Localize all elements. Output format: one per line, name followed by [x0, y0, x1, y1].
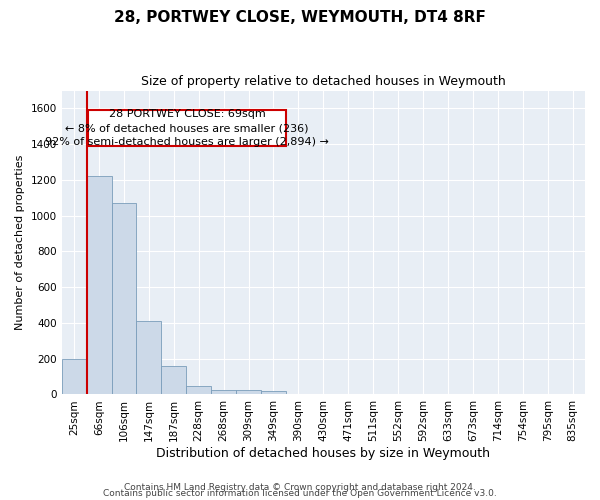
Bar — [86, 176, 112, 394]
Bar — [261, 391, 286, 394]
Text: 28 PORTWEY CLOSE: 69sqm
← 8% of detached houses are smaller (236)
92% of semi-de: 28 PORTWEY CLOSE: 69sqm ← 8% of detached… — [45, 109, 329, 147]
Bar — [236, 390, 261, 394]
Text: 28, PORTWEY CLOSE, WEYMOUTH, DT4 8RF: 28, PORTWEY CLOSE, WEYMOUTH, DT4 8RF — [114, 10, 486, 25]
Bar — [62, 358, 86, 394]
Bar — [186, 386, 211, 394]
Bar — [211, 390, 236, 394]
Text: Contains public sector information licensed under the Open Government Licence v3: Contains public sector information licen… — [103, 490, 497, 498]
Bar — [136, 321, 161, 394]
FancyBboxPatch shape — [88, 110, 286, 146]
Bar — [112, 203, 136, 394]
Bar — [161, 366, 186, 394]
Y-axis label: Number of detached properties: Number of detached properties — [15, 155, 25, 330]
Text: Contains HM Land Registry data © Crown copyright and database right 2024.: Contains HM Land Registry data © Crown c… — [124, 484, 476, 492]
Title: Size of property relative to detached houses in Weymouth: Size of property relative to detached ho… — [141, 75, 506, 88]
X-axis label: Distribution of detached houses by size in Weymouth: Distribution of detached houses by size … — [157, 447, 490, 460]
